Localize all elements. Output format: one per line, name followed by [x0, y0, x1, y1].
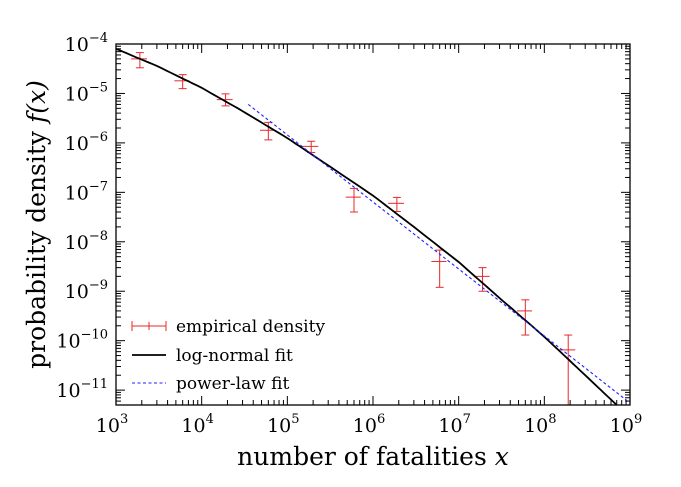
- x-tick-label: 103: [96, 412, 128, 437]
- y-tick-label: 10−7: [65, 179, 108, 204]
- y-axis-label: probability density f(x): [22, 80, 51, 369]
- x-tick-label: 104: [181, 412, 213, 437]
- y-tick-label: 10−11: [56, 377, 108, 402]
- series-layer: [116, 47, 630, 405]
- x-axis-label: number of fatalities x: [237, 442, 509, 471]
- y-tick-label: 10−10: [56, 328, 108, 353]
- legend: empirical density log-normal fit power-law…: [131, 317, 325, 394]
- power-law-fit-line: [247, 103, 630, 404]
- x-tick-label: 105: [267, 412, 299, 437]
- y-tick-label: 10−5: [65, 80, 108, 105]
- legend-label: empirical density: [176, 317, 325, 337]
- y-tick-label: 10−4: [65, 31, 108, 56]
- plot-frame: [115, 43, 631, 406]
- x-tick-label: 108: [524, 412, 556, 437]
- legend-label: log-normal fit: [176, 346, 293, 366]
- legend-entry: power-law fit: [132, 374, 289, 394]
- legend-entry: log-normal fit: [132, 346, 293, 366]
- empirical-density-point: [431, 249, 447, 288]
- legend-label: power-law fit: [176, 374, 289, 394]
- empirical-density-point: [345, 187, 361, 213]
- y-tick-label: 10−6: [65, 130, 108, 155]
- empirical-density-point: [216, 93, 233, 107]
- empirical-density-point: [517, 299, 533, 336]
- y-tick-label: 10−9: [65, 278, 108, 303]
- y-tick-label: 10−8: [65, 229, 108, 254]
- empirical-density-point: [559, 334, 576, 405]
- log-normal-fit-line: [116, 47, 618, 405]
- empirical-density-point: [388, 196, 404, 212]
- x-tick-label: 106: [353, 412, 385, 437]
- x-axis-ticks: 103 104 105 106 107 108 109: [96, 44, 642, 437]
- empirical-density-point: [260, 121, 276, 141]
- x-tick-label: 107: [438, 412, 470, 437]
- x-tick-label: 109: [610, 412, 642, 437]
- legend-entry: empirical density: [131, 317, 325, 337]
- y-axis-ticks: 10−4 10−5 10−6 10−7 10−8 10−9 10−10 10−11: [56, 31, 630, 406]
